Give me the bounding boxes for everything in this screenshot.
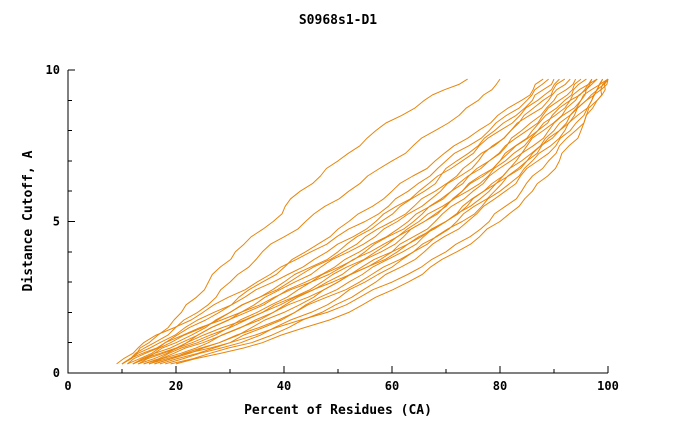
- y-axis-label: Distance Cutoff, A: [21, 150, 36, 291]
- axes: [67, 70, 608, 374]
- model-curve: [138, 78, 593, 365]
- model-curve: [132, 78, 582, 365]
- axis-lines: [67, 70, 608, 374]
- model-curve: [154, 78, 593, 365]
- axis-ticks: [67, 69, 609, 374]
- model-curve: [127, 78, 544, 365]
- model-curve: [175, 78, 609, 365]
- x-tick-label: 100: [597, 379, 619, 393]
- model-curve: [143, 78, 577, 365]
- model-curve: [121, 78, 501, 365]
- x-tick-label: 40: [277, 379, 291, 393]
- model-curve: [165, 78, 604, 365]
- chart-title: S0968s1-D1: [299, 13, 377, 28]
- model-curve: [170, 78, 609, 365]
- model-curve: [127, 78, 571, 365]
- tick-labels: 0 20 40 60 80 100 0 5 10: [46, 63, 619, 393]
- model-curve: [121, 78, 468, 365]
- x-tick-label: 20: [169, 379, 183, 393]
- x-axis-label: Percent of Residues (CA): [244, 403, 432, 418]
- model-curve: [143, 78, 604, 365]
- model-curve: [121, 78, 560, 365]
- model-curve: [154, 78, 609, 365]
- y-tick-label: 0: [53, 366, 60, 380]
- y-tick-label: 10: [46, 63, 60, 77]
- model-curve: [132, 78, 609, 365]
- model-curve: [121, 78, 598, 365]
- series-lines: [116, 78, 609, 365]
- x-tick-label: 80: [493, 379, 507, 393]
- x-tick-label: 60: [385, 379, 399, 393]
- model-curve: [116, 78, 549, 365]
- y-tick-label: 5: [53, 215, 60, 229]
- x-tick-label: 0: [64, 379, 71, 393]
